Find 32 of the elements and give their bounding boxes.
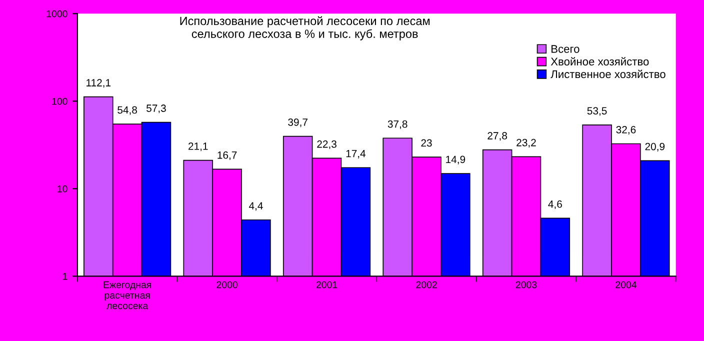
data-label: 112,1 [86, 79, 111, 88]
data-label: 57,3 [146, 104, 166, 114]
x-tick-label: 2002 [416, 281, 437, 288]
data-label: 4,6 [548, 200, 562, 210]
data-label: 14,9 [446, 156, 466, 164]
data-label: 23,2 [516, 138, 536, 148]
legend-label: Хвойное хозяйство [550, 57, 649, 66]
x-tick-label: Ежегодная расчетная лесосека [104, 281, 151, 310]
y-tick-label: 1 [63, 273, 68, 280]
x-tick-label: 2004 [616, 281, 637, 288]
data-label: 54,8 [118, 106, 137, 115]
legend-label: Лиственное хозяйство [550, 70, 666, 78]
y-tick-label: 1000 [46, 10, 68, 18]
data-label: 37,8 [388, 120, 408, 129]
x-tick-label: 2001 [316, 281, 338, 288]
data-label: 16,7 [218, 151, 237, 160]
data-label: 22,3 [317, 140, 336, 150]
data-label: 32,6 [616, 126, 636, 135]
x-tick-label: 2000 [216, 281, 238, 288]
legend-label: Всего [552, 45, 580, 53]
text: Использование расчетной лесосеки по лесам сельского лесхоза в % и тыс. куб. метров [180, 16, 430, 40]
data-label: 17,4 [346, 150, 366, 158]
y-tick-label: 10 [58, 185, 68, 192]
data-label: 39,7 [288, 118, 308, 128]
x-tick-label: 2003 [516, 281, 537, 288]
y-tick-label: 100 [52, 98, 68, 105]
data-label: 27,8 [488, 132, 507, 141]
data-label: 53,5 [587, 107, 607, 116]
data-label: 4,4 [248, 202, 263, 211]
data-label: 21,1 [188, 142, 208, 152]
data-label: 23 [421, 139, 432, 147]
data-label: 20,9 [645, 142, 665, 152]
